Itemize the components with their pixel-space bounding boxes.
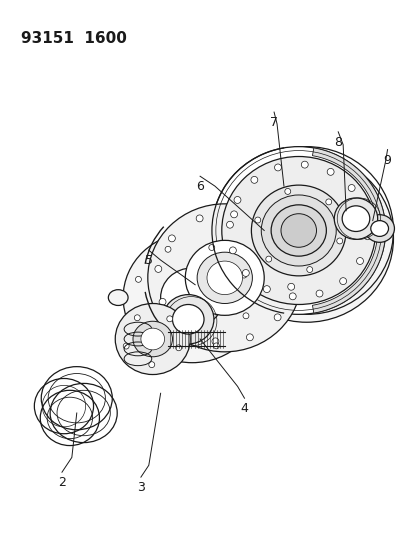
Ellipse shape	[166, 316, 172, 322]
Ellipse shape	[306, 266, 312, 272]
Ellipse shape	[265, 256, 271, 262]
Ellipse shape	[364, 215, 394, 243]
Ellipse shape	[108, 289, 128, 305]
Ellipse shape	[137, 317, 143, 323]
Ellipse shape	[341, 206, 369, 231]
Ellipse shape	[180, 325, 186, 332]
Ellipse shape	[169, 345, 175, 351]
Ellipse shape	[251, 185, 345, 276]
Ellipse shape	[261, 195, 335, 266]
Text: 4: 4	[240, 402, 248, 415]
Ellipse shape	[280, 214, 316, 247]
Ellipse shape	[347, 184, 354, 191]
Ellipse shape	[226, 221, 233, 228]
Ellipse shape	[271, 205, 325, 256]
Ellipse shape	[168, 235, 175, 242]
Ellipse shape	[162, 295, 214, 344]
Ellipse shape	[148, 362, 154, 368]
Ellipse shape	[219, 155, 392, 322]
Ellipse shape	[273, 314, 280, 321]
Ellipse shape	[240, 272, 247, 278]
Ellipse shape	[123, 232, 261, 362]
Ellipse shape	[213, 343, 219, 349]
Ellipse shape	[134, 315, 140, 321]
Ellipse shape	[287, 284, 294, 290]
Ellipse shape	[211, 338, 218, 345]
Text: 93151  1600: 93151 1600	[21, 31, 126, 46]
Ellipse shape	[301, 161, 308, 168]
Text: 7: 7	[269, 116, 278, 129]
Ellipse shape	[221, 157, 375, 304]
Ellipse shape	[356, 257, 363, 264]
Ellipse shape	[140, 328, 164, 350]
Ellipse shape	[326, 168, 333, 175]
Ellipse shape	[175, 345, 181, 351]
Ellipse shape	[284, 189, 290, 195]
Ellipse shape	[165, 246, 171, 252]
Ellipse shape	[283, 251, 290, 257]
Ellipse shape	[333, 198, 377, 239]
Text: 2: 2	[58, 476, 66, 489]
Ellipse shape	[196, 215, 203, 222]
Ellipse shape	[336, 238, 342, 244]
Ellipse shape	[208, 245, 214, 251]
Ellipse shape	[339, 278, 346, 285]
Ellipse shape	[315, 290, 322, 297]
Ellipse shape	[230, 211, 237, 218]
Ellipse shape	[246, 334, 253, 341]
Ellipse shape	[159, 298, 166, 305]
Ellipse shape	[289, 293, 295, 300]
Ellipse shape	[262, 224, 269, 231]
Ellipse shape	[160, 268, 223, 327]
Ellipse shape	[229, 247, 236, 254]
Ellipse shape	[197, 252, 252, 303]
Text: 5: 5	[145, 254, 152, 267]
Ellipse shape	[250, 176, 257, 183]
Ellipse shape	[233, 197, 240, 204]
Text: 9: 9	[383, 154, 391, 166]
Ellipse shape	[135, 277, 141, 282]
Ellipse shape	[363, 233, 370, 240]
Text: 3: 3	[137, 481, 145, 494]
Ellipse shape	[123, 343, 129, 349]
Polygon shape	[312, 148, 385, 313]
Ellipse shape	[325, 199, 331, 205]
Ellipse shape	[133, 321, 172, 357]
Ellipse shape	[115, 303, 190, 375]
Ellipse shape	[147, 204, 301, 352]
Ellipse shape	[206, 261, 242, 295]
Ellipse shape	[172, 304, 204, 334]
Ellipse shape	[154, 265, 161, 272]
Ellipse shape	[185, 240, 263, 316]
Ellipse shape	[263, 286, 270, 293]
Ellipse shape	[242, 313, 248, 319]
Ellipse shape	[370, 221, 387, 237]
Ellipse shape	[242, 270, 249, 277]
Text: 8: 8	[333, 136, 342, 149]
Ellipse shape	[211, 147, 385, 314]
Ellipse shape	[360, 207, 367, 214]
Text: 6: 6	[196, 180, 204, 193]
Ellipse shape	[254, 217, 260, 223]
Ellipse shape	[274, 164, 281, 171]
